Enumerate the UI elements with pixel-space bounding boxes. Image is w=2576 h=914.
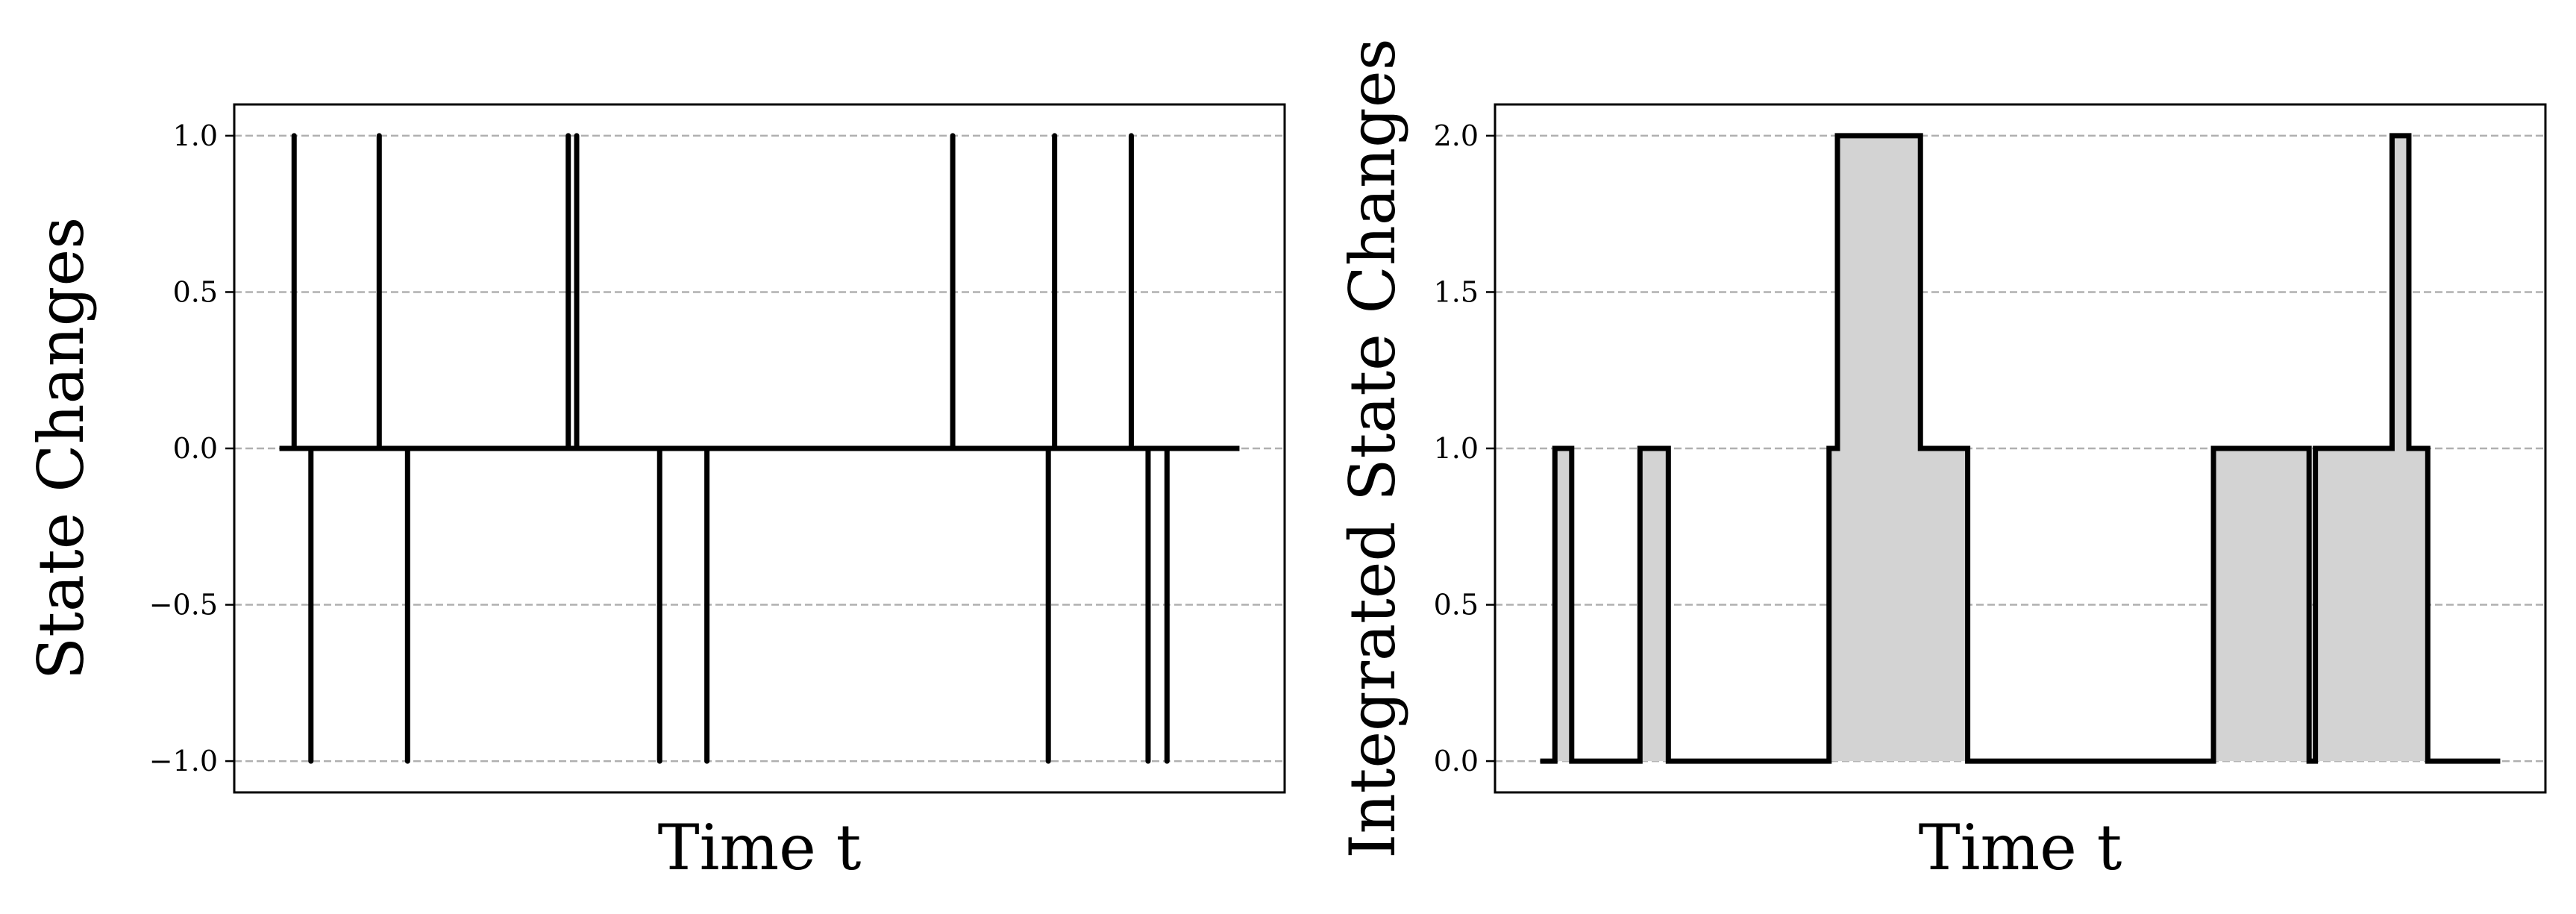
right-data-lines — [1540, 133, 2501, 764]
right-x-axis-label: Time t — [1919, 811, 2122, 884]
integrated-area-fill — [1540, 135, 2501, 762]
left-x-axis-label: Time t — [658, 811, 862, 884]
left-y-tick-label: −0.5 — [149, 589, 218, 622]
right-y-tick-label: 0.0 — [1434, 745, 1479, 777]
right-y-ticks: 0.0 0.5 1.0 1.5 2.0 — [1434, 119, 1495, 777]
right-y-tick-label: 1.5 — [1434, 275, 1479, 308]
left-y-ticks: −1.0 −0.5 0.0 0.5 1.0 — [149, 119, 234, 777]
left-y-tick-label: 1.0 — [173, 119, 218, 152]
right-y-tick-label: 1.0 — [1434, 432, 1479, 465]
left-y-axis-label: State Changes — [25, 217, 98, 680]
left-y-tick-label: −1.0 — [149, 745, 218, 777]
right-y-tick-label: 2.0 — [1434, 119, 1479, 152]
right-y-axis-label: Integrated State Changes — [1336, 38, 1409, 858]
left-y-tick-label: 0.0 — [173, 432, 218, 465]
left-y-tick-label: 0.5 — [173, 275, 218, 308]
left-panel-state-changes: −1.0 −0.5 0.0 0.5 1.0 Time t State Changes — [25, 103, 1286, 884]
right-fill — [1540, 135, 2501, 762]
right-panel-integrated-state-changes: 0.0 0.5 1.0 1.5 2.0 Time t Integrated State … — [1336, 38, 2547, 884]
left-data-lines — [279, 133, 1240, 764]
integrated-step-line — [1540, 133, 2501, 764]
right-y-tick-label: 0.5 — [1434, 589, 1479, 622]
